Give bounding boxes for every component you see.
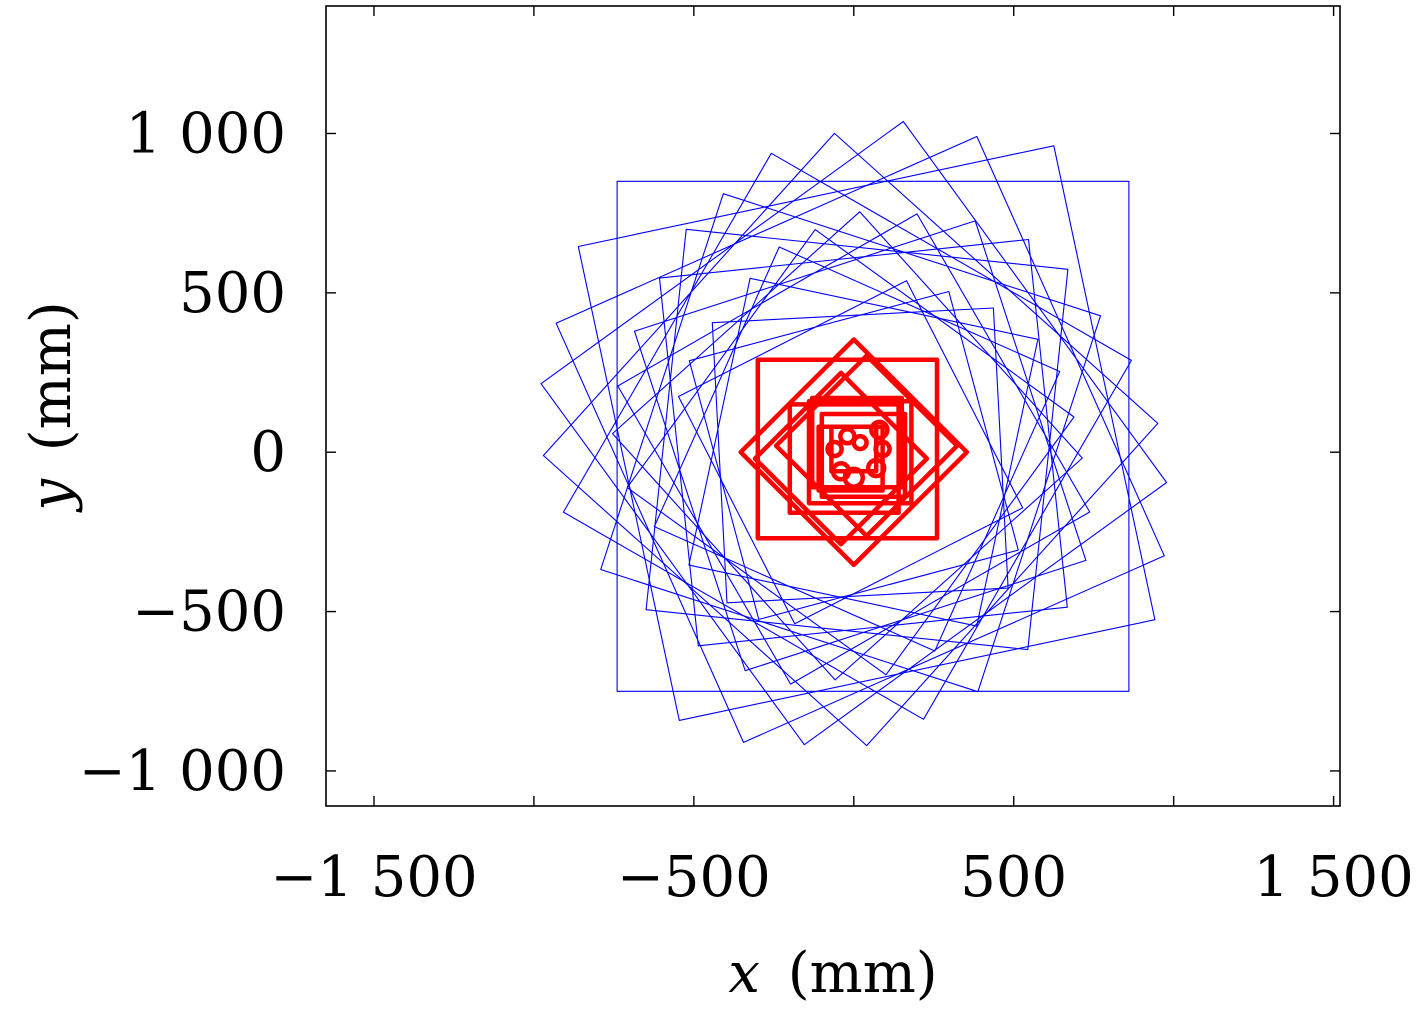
trajectory-loop: [873, 439, 892, 459]
x-tick-label: 500: [960, 845, 1067, 910]
trajectory-segment: [562, 152, 1132, 720]
y-tick-label: 0: [250, 420, 286, 485]
trajectory-loop: [865, 457, 887, 479]
y-axis-variable: y: [19, 478, 84, 514]
trajectory-segment: [611, 211, 1083, 681]
plot-frame: [325, 5, 1341, 807]
trajectory-segment: [738, 337, 970, 568]
trajectory-loop: [842, 466, 865, 489]
trajectory-loop: [869, 419, 890, 441]
trajectory-segment: [555, 135, 1165, 743]
trajectory-segment: [617, 213, 1091, 685]
y-tick-label: −500: [132, 580, 286, 645]
trajectory-segment: [809, 395, 905, 490]
trajectory-segment: [633, 220, 1087, 672]
trajectory-segment: [616, 180, 1130, 692]
trajectory-segment: [600, 193, 1102, 693]
series-1: [738, 337, 970, 568]
axis-ticks: −1 500 −500 500 1 500 −1 000 −500 0 500 1 000: [79, 6, 1414, 910]
trajectory-segment: [819, 411, 908, 500]
trajectory-segment: [658, 238, 1068, 647]
y-tick-label: −1 000: [79, 739, 286, 804]
trajectory-segment: [677, 280, 1024, 625]
trajectory-segment: [806, 398, 914, 506]
x-axis-variable: x: [728, 941, 760, 1006]
trajectory-loop: [851, 434, 869, 452]
trajectory-segment: [787, 402, 901, 516]
trajectory-segment: [626, 229, 1075, 676]
trajectory-segment: [688, 277, 1039, 627]
x-tick-label: 1 500: [1253, 845, 1413, 910]
trajectory-segment: [755, 357, 940, 541]
x-axis-label: x (mm): [728, 941, 937, 1006]
trajectory-segment: [645, 228, 1069, 651]
x-axis-unit: (mm): [788, 941, 938, 1006]
x-tick-label: −500: [617, 845, 771, 910]
trajectory-segment: [773, 353, 960, 539]
y-tick-label: 1 000: [126, 101, 286, 166]
trajectory-loop: [825, 439, 844, 459]
trajectory-segment: [688, 290, 1019, 620]
y-axis-label: y (mm): [19, 301, 84, 513]
x-tick-label: −1 500: [270, 845, 477, 910]
plot-data: [540, 120, 1168, 747]
trajectory-segment: [653, 246, 1061, 652]
series-0: [540, 120, 1168, 747]
y-axis-unit: (mm): [19, 301, 84, 451]
y-tick-label: 500: [179, 261, 286, 326]
